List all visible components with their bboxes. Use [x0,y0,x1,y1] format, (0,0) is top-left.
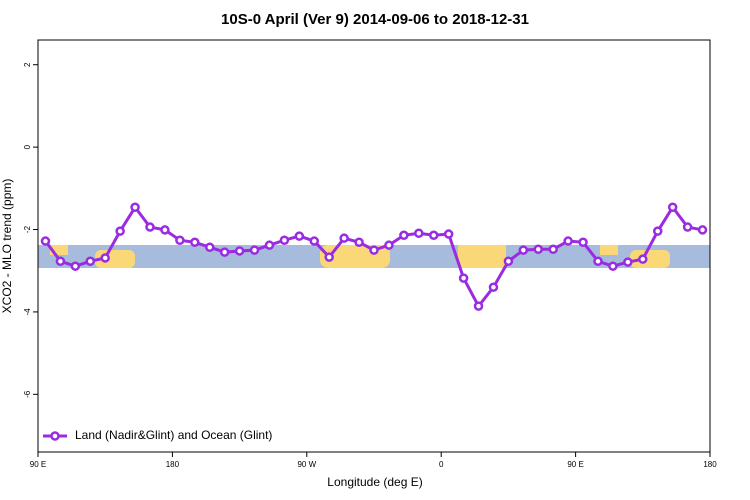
point [100,253,110,263]
point [608,261,618,271]
y-tick-label: 2 [23,62,32,67]
point [219,247,230,257]
point [309,236,320,246]
point [414,228,424,238]
legend-label: Land (Nadir&Glint) and Ocean (Glint) [75,428,272,442]
point [533,244,544,255]
point [473,301,484,311]
x-tick-label: 180 [166,460,180,469]
point [623,257,633,267]
point [324,252,334,262]
point [234,246,245,256]
x-tick-label: 0 [439,460,444,469]
point [697,225,708,235]
point [40,236,51,246]
y-tick-label: -6 [23,390,32,398]
x-tick-label: 90 E [30,460,46,469]
point [503,256,514,266]
point [458,273,469,283]
point [399,230,409,241]
x-tick-label: 180 [703,460,717,469]
x-axis-label: Longitude (deg E) [327,475,422,489]
x-tick-label: 90 E [567,460,583,469]
point [548,244,558,255]
point [593,256,603,266]
point [428,230,439,241]
point [190,237,200,248]
point [339,233,349,243]
point [443,229,454,239]
point [354,237,364,248]
point [160,225,170,235]
y-tick-label: 0 [23,144,32,149]
point [115,226,125,236]
point [518,245,529,255]
point [638,254,648,264]
y-tick-label: -2 [23,225,32,233]
point [294,231,305,241]
legend-marker [50,431,60,441]
point [55,256,66,266]
point [145,222,155,232]
y-tick-label: -4 [23,308,32,316]
chart-title: 10S-0 April (Ver 9) 2014-09-06 to 2018-1… [221,11,529,28]
point [175,235,185,245]
point [85,256,96,266]
point [682,222,693,232]
point [563,236,573,246]
point [204,242,215,252]
point [488,282,499,292]
point [384,240,394,250]
point [130,202,140,213]
point [652,226,663,236]
point [578,237,588,248]
point [369,245,379,255]
point [70,261,81,271]
point [264,240,275,250]
point [279,235,290,245]
x-tick-label: 90 W [297,460,316,469]
point [249,245,260,255]
point [667,202,678,213]
plot-frame [37,39,711,453]
y-axis-label: XCO2 - MLO trend (ppm) [0,179,14,314]
